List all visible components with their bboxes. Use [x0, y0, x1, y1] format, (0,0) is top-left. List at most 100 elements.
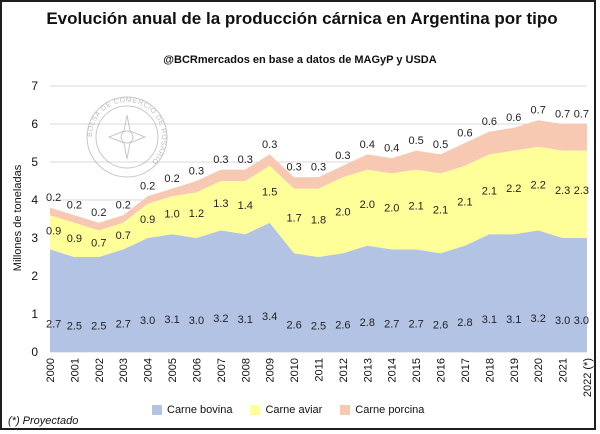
data-label-bovina: 2.7 — [408, 318, 423, 330]
watermark-seal: BOLSA DE COMERCIO DE ROSARIO — [86, 96, 168, 178]
data-label-bovina: 2.8 — [360, 317, 375, 329]
data-label-porcina: 0.6 — [482, 116, 497, 128]
data-label-bovina: 2.7 — [384, 318, 399, 330]
x-tick-label: 2020 — [533, 358, 545, 382]
data-label-bovina: 3.1 — [506, 314, 521, 326]
data-label-aviar: 2.2 — [506, 183, 521, 195]
x-tick-label: 2012 — [338, 358, 350, 382]
area-series-1 — [50, 146, 587, 257]
data-label-porcina: 0.6 — [457, 127, 472, 139]
data-label-porcina: 0.3 — [262, 139, 277, 151]
data-label-bovina: 3.1 — [238, 314, 253, 326]
x-tick-label: 2007 — [216, 358, 228, 382]
legend-item-bovina: Carne bovina — [152, 402, 232, 418]
y-axis-label: Millones de toneladas — [12, 164, 24, 272]
data-label-porcina: 0.3 — [238, 154, 253, 166]
y-tick-label: 5 — [31, 155, 38, 169]
data-label-aviar: 2.1 — [408, 201, 423, 213]
data-label-porcina: 0.3 — [311, 162, 326, 174]
data-label-aviar: 2.2 — [531, 179, 546, 191]
x-tick-label: 2002 — [94, 358, 106, 382]
data-label-porcina: 0.7 — [555, 108, 570, 120]
data-label-aviar: 2.0 — [360, 199, 375, 211]
data-label-bovina: 3.2 — [531, 313, 546, 325]
data-label-aviar: 2.0 — [335, 206, 350, 218]
legend-swatch-bovina — [152, 405, 162, 415]
x-tick-label: 2019 — [509, 358, 521, 382]
x-tick-label: 2013 — [362, 358, 374, 382]
x-tick-label: 2022 (*) — [582, 358, 594, 397]
data-label-aviar: 1.4 — [238, 200, 253, 212]
data-label-porcina: 0.5 — [408, 135, 423, 147]
y-axis: 0 1 2 3 4 5 6 7 — [31, 79, 38, 359]
data-label-aviar: 0.9 — [46, 226, 61, 238]
x-tick-label: 2018 — [484, 358, 496, 382]
data-label-aviar: 0.9 — [67, 233, 82, 245]
data-label-porcina: 0.2 — [140, 181, 155, 193]
x-tick-label: 2004 — [143, 358, 155, 382]
data-label-bovina: 3.2 — [213, 313, 228, 325]
data-label-porcina: 0.3 — [189, 165, 204, 177]
footnote: (*) Proyectado — [8, 415, 79, 427]
chart-subtitle: @BCRmercados en base a datos de MAGyP y … — [163, 54, 437, 66]
legend-item-porcina: Carne porcina — [340, 402, 424, 418]
x-tick-label: 2010 — [289, 358, 301, 382]
y-tick-label: 1 — [31, 307, 38, 321]
data-label-aviar: 1.3 — [213, 198, 228, 210]
data-label-bovina: 2.8 — [457, 317, 472, 329]
chart-title: Evolución anual de la producción cárnica… — [46, 9, 558, 28]
data-label-aviar: 1.0 — [164, 208, 179, 220]
data-label-porcina: 0.4 — [384, 143, 399, 155]
data-label-bovina: 2.7 — [46, 318, 61, 330]
data-label-aviar: 1.5 — [262, 186, 277, 198]
x-tick-label: 2017 — [460, 358, 472, 382]
x-axis: 2000 2001 2002 2003 2004 2005 2006 2007 2008 2009… — [45, 358, 594, 397]
data-label-bovina: 2.6 — [433, 319, 448, 331]
area-series-0 — [50, 222, 587, 352]
data-label-bovina: 3.4 — [262, 311, 277, 323]
data-label-aviar: 1.8 — [311, 214, 326, 226]
data-label-aviar: 2.1 — [482, 185, 497, 197]
data-labels: 2.7 2.5 2.5 2.7 3.0 3.1 3.0 3.2 3.1 3.4 2.6 2.5 2.6 2… — [46, 105, 589, 333]
data-label-bovina: 2.7 — [116, 318, 131, 330]
data-label-aviar: 0.9 — [140, 214, 155, 226]
data-label-bovina: 3.0 — [574, 315, 589, 327]
data-label-aviar: 0.7 — [91, 237, 106, 249]
x-tick-label: 2005 — [167, 358, 179, 382]
data-label-porcina: 0.2 — [164, 173, 179, 185]
data-label-porcina: 0.7 — [531, 105, 546, 117]
data-label-aviar: 0.7 — [116, 230, 131, 242]
data-label-porcina: 0.7 — [574, 108, 589, 120]
data-label-bovina: 2.6 — [335, 319, 350, 331]
legend-swatch-aviar — [250, 405, 261, 415]
data-label-bovina: 3.0 — [140, 315, 155, 327]
legend-label-bovina: Carne bovina — [167, 404, 233, 416]
data-label-bovina: 2.5 — [311, 320, 326, 332]
x-tick-label: 2001 — [69, 358, 81, 382]
y-tick-label: 7 — [31, 79, 38, 93]
x-tick-label: 2006 — [191, 358, 203, 382]
y-tick-label: 6 — [31, 117, 38, 131]
data-label-aviar: 2.3 — [574, 185, 589, 197]
area-series-2 — [50, 120, 587, 231]
data-label-porcina: 0.2 — [46, 192, 61, 204]
x-tick-label: 2000 — [45, 358, 57, 382]
data-label-aviar: 1.7 — [286, 213, 301, 225]
legend-item-aviar: Carne aviar — [250, 402, 322, 418]
legend-swatch-porcina — [340, 405, 351, 415]
data-label-porcina: 0.3 — [213, 154, 228, 166]
data-label-porcina: 0.3 — [335, 150, 350, 162]
x-tick-label: 2015 — [411, 358, 423, 382]
data-label-bovina: 3.0 — [555, 315, 570, 327]
x-tick-label: 2009 — [265, 358, 277, 382]
data-label-bovina: 2.5 — [91, 320, 106, 332]
legend-label-aviar: Carne aviar — [265, 404, 323, 416]
data-label-bovina: 3.1 — [482, 314, 497, 326]
x-tick-label: 2011 — [314, 358, 326, 382]
x-tick-label: 2021 — [558, 358, 570, 382]
data-label-aviar: 1.2 — [189, 208, 204, 220]
data-label-bovina: 2.6 — [286, 319, 301, 331]
data-label-porcina: 0.4 — [360, 139, 375, 151]
